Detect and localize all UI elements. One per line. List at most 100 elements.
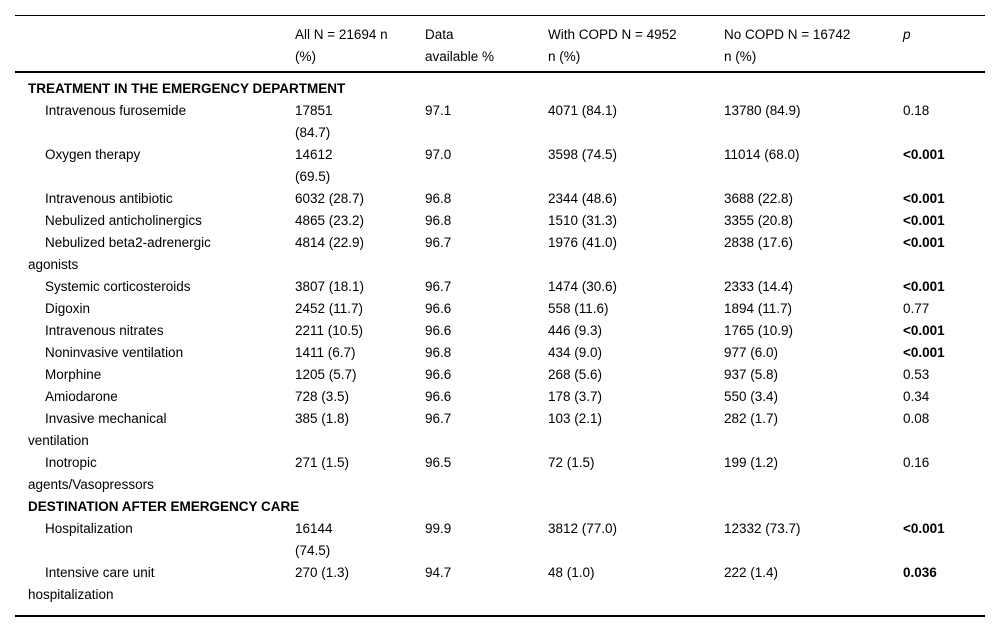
with-copd-cell: 178 (3.7) bbox=[548, 389, 603, 404]
all-cell: 4865 (23.2) bbox=[295, 213, 365, 228]
with-copd-cell: 268 (5.6) bbox=[548, 367, 603, 382]
all-cell: 385 (1.8) bbox=[295, 411, 350, 426]
with-copd-cell: 103 (2.1) bbox=[548, 411, 603, 426]
no-copd-cell: 282 (1.7) bbox=[724, 411, 779, 426]
table-row: Hospitalization 16144 (74.5) 99.9 3812 (… bbox=[15, 518, 985, 562]
no-copd-cell: 1765 (10.9) bbox=[724, 323, 794, 338]
table-row: Nebulized anticholinergics 4865 (23.2) 9… bbox=[15, 210, 985, 232]
data-available-cell: 96.8 bbox=[425, 345, 452, 360]
row-label-cell: Hospitalization bbox=[45, 521, 133, 536]
all-cell: 3807 (18.1) bbox=[295, 279, 365, 294]
data-available-cell: 97.1 bbox=[425, 103, 452, 118]
data-available-cell: 97.0 bbox=[425, 147, 452, 162]
with-copd-cell: 72 (1.5) bbox=[548, 455, 595, 470]
table-row: Oxygen therapy 14612 (69.5) 97.0 3598 (7… bbox=[15, 144, 985, 188]
table-row: Systemic corticosteroids 3807 (18.1) 96.… bbox=[15, 276, 985, 298]
row-label-cell: Digoxin bbox=[45, 301, 91, 316]
row-label-cell: Nebulized anticholinergics bbox=[45, 213, 202, 228]
p-value-cell: <0.001 bbox=[903, 279, 945, 294]
with-copd-cell: 1976 (41.0) bbox=[548, 235, 618, 250]
no-copd-column-header: No COPD N = 16742 n (%) bbox=[724, 15, 903, 73]
row-label-cell: Nebulized beta2-adrenergic agonists bbox=[28, 235, 211, 272]
p-value-cell: 0.53 bbox=[903, 367, 930, 382]
copd-treatment-table-wrap: All N = 21694 n (%) Data available % Wit… bbox=[15, 15, 985, 617]
table-body: TREATMENT IN THE EMERGENCY DEPARTMENT In… bbox=[15, 72, 985, 616]
all-cell: 270 (1.3) bbox=[295, 565, 350, 580]
p-value-cell: 0.34 bbox=[903, 389, 930, 404]
all-cell: 271 (1.5) bbox=[295, 455, 350, 470]
no-copd-cell: 11014 (68.0) bbox=[724, 147, 800, 162]
with-copd-cell: 1474 (30.6) bbox=[548, 279, 618, 294]
table-row: Nebulized beta2-adrenergic agonists 4814… bbox=[15, 232, 985, 276]
data-available-cell: 94.7 bbox=[425, 565, 452, 580]
with-copd-cell: 3812 (77.0) bbox=[548, 521, 618, 536]
copd-treatment-table: All N = 21694 n (%) Data available % Wit… bbox=[15, 15, 985, 617]
row-label-cell: Intravenous nitrates bbox=[45, 323, 164, 338]
data-available-cell: 96.8 bbox=[425, 213, 452, 228]
with-copd-cell: 3598 (74.5) bbox=[548, 147, 618, 162]
table-row: Intravenous furosemide 17851 (84.7) 97.1… bbox=[15, 100, 985, 144]
row-label-cell: Intravenous antibiotic bbox=[45, 191, 173, 206]
row-label-cell: Inotropic agents/Vasopressors bbox=[28, 455, 154, 492]
table-row: Noninvasive ventilation 1411 (6.7) 96.8 … bbox=[15, 342, 985, 364]
all-column-header: All N = 21694 n (%) bbox=[295, 15, 425, 73]
all-cell: 17851 (84.7) bbox=[295, 103, 333, 140]
with-copd-cell: 2344 (48.6) bbox=[548, 191, 618, 206]
with-copd-column-header: With COPD N = 4952 n (%) bbox=[548, 15, 724, 73]
data-available-column-header: Data available % bbox=[425, 15, 548, 73]
table-row: Inotropic agents/Vasopressors 271 (1.5) … bbox=[15, 452, 985, 496]
no-copd-cell: 2333 (14.4) bbox=[724, 279, 794, 294]
all-cell: 1411 (6.7) bbox=[295, 345, 356, 360]
data-available-cell: 96.6 bbox=[425, 389, 452, 404]
data-available-cell: 96.7 bbox=[425, 235, 452, 250]
row-label-cell: Oxygen therapy bbox=[45, 147, 141, 162]
no-copd-cell: 13780 (84.9) bbox=[724, 103, 801, 118]
with-copd-cell: 1510 (31.3) bbox=[548, 213, 618, 228]
with-copd-cell: 446 (9.3) bbox=[548, 323, 603, 338]
data-available-cell: 96.5 bbox=[425, 455, 452, 470]
all-cell: 6032 (28.7) bbox=[295, 191, 365, 206]
data-available-cell: 96.8 bbox=[425, 191, 452, 206]
no-copd-cell: 12332 (73.7) bbox=[724, 521, 801, 536]
no-copd-cell: 3355 (20.8) bbox=[724, 213, 794, 228]
p-value-cell: <0.001 bbox=[903, 345, 945, 360]
no-copd-cell: 222 (1.4) bbox=[724, 565, 779, 580]
p-value-cell: <0.001 bbox=[903, 521, 945, 536]
section-header-label: TREATMENT IN THE EMERGENCY DEPARTMENT bbox=[28, 81, 346, 96]
no-copd-cell: 977 (6.0) bbox=[724, 345, 779, 360]
no-copd-cell: 550 (3.4) bbox=[724, 389, 779, 404]
all-cell: 1205 (5.7) bbox=[295, 367, 357, 382]
all-cell: 728 (3.5) bbox=[295, 389, 350, 404]
p-value-cell: 0.77 bbox=[903, 301, 930, 316]
label-column-header bbox=[15, 15, 295, 73]
data-available-cell: 96.7 bbox=[425, 411, 452, 426]
table-row: Invasive mechanical ventilation 385 (1.8… bbox=[15, 408, 985, 452]
p-column-header: p bbox=[903, 15, 985, 73]
table-header: All N = 21694 n (%) Data available % Wit… bbox=[15, 15, 985, 73]
table-row: Intensive care unit hospitalization 270 … bbox=[15, 562, 985, 616]
p-value-cell: 0.18 bbox=[903, 103, 930, 118]
section-header-row: TREATMENT IN THE EMERGENCY DEPARTMENT bbox=[15, 72, 985, 100]
row-label-cell: Intensive care unit hospitalization bbox=[28, 565, 155, 602]
table-row: Digoxin 2452 (11.7) 96.6 558 (11.6) 1894… bbox=[15, 298, 985, 320]
all-cell: 2211 (10.5) bbox=[295, 323, 364, 338]
row-label-cell: Systemic corticosteroids bbox=[45, 279, 191, 294]
row-label-cell: Invasive mechanical ventilation bbox=[28, 411, 167, 448]
data-available-cell: 96.6 bbox=[425, 367, 452, 382]
with-copd-cell: 434 (9.0) bbox=[548, 345, 603, 360]
section-header-label: DESTINATION AFTER EMERGENCY CARE bbox=[28, 499, 300, 514]
with-copd-cell: 48 (1.0) bbox=[548, 565, 595, 580]
p-value-cell: <0.001 bbox=[903, 235, 945, 250]
no-copd-cell: 199 (1.2) bbox=[724, 455, 779, 470]
header-row: All N = 21694 n (%) Data available % Wit… bbox=[15, 15, 985, 73]
no-copd-cell: 1894 (11.7) bbox=[724, 301, 793, 316]
section-header-row: DESTINATION AFTER EMERGENCY CARE bbox=[15, 496, 985, 518]
with-copd-cell: 558 (11.6) bbox=[548, 301, 609, 316]
p-value-cell: <0.001 bbox=[903, 147, 945, 162]
row-label-cell: Intravenous furosemide bbox=[45, 103, 187, 118]
p-value-cell: <0.001 bbox=[903, 323, 945, 338]
no-copd-cell: 3688 (22.8) bbox=[724, 191, 794, 206]
all-cell: 4814 (22.9) bbox=[295, 235, 365, 250]
all-cell: 14612 (69.5) bbox=[295, 147, 333, 184]
p-value-cell: 0.036 bbox=[903, 565, 937, 580]
